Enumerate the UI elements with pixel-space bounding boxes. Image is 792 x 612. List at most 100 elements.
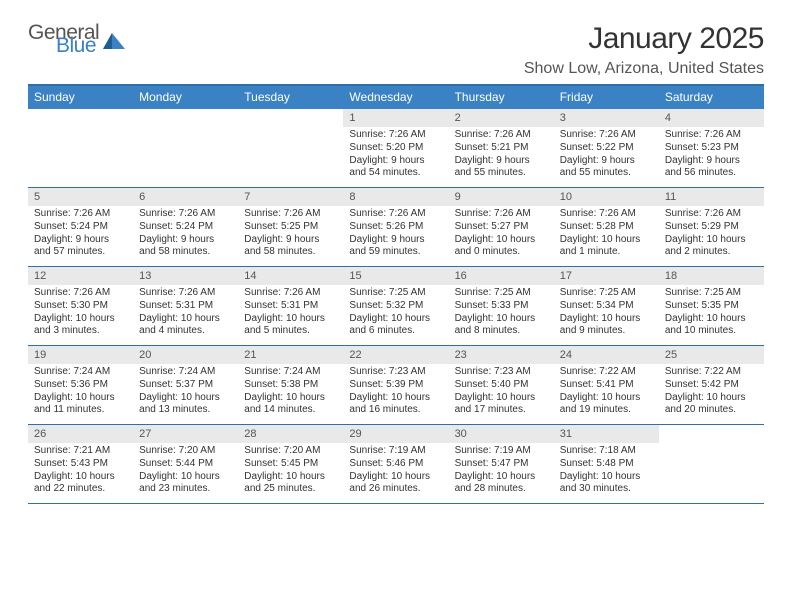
sunrise-text: Sunrise: 7:26 AM — [455, 208, 550, 221]
week-row: 19 Sunrise: 7:24 AMSunset: 5:36 PM Dayligh… — [28, 346, 764, 425]
weekday-thursday: Thursday — [449, 86, 554, 109]
sunrise-text: Sunrise: 7:19 AM — [455, 445, 550, 458]
sunset-text: Sunset: 5:45 PM — [244, 458, 339, 471]
sunset-text: Sunset: 5:35 PM — [665, 300, 760, 313]
week-row: 12Sunrise: 7:26 AMSunset: 5:30 PMDayligh… — [28, 267, 764, 346]
day-cell: 8Sunrise: 7:26 AMSunset: 5:26 PMDaylight… — [343, 188, 448, 266]
day-cell: 22Sunrise: 7:23 AMSunset: 5:39 PMDayligh… — [343, 346, 448, 424]
day-cell: 30Sunrise: 7:19 AMSunset: 5:47 PMDayligh… — [449, 425, 554, 503]
daylight-text: and 55 minutes. — [560, 167, 655, 180]
sunrise-text: Sunrise: 7:20 AM — [139, 445, 234, 458]
sunset-text: Sunset: 5:43 PM — [34, 458, 129, 471]
daylight-text: Daylight: 10 hours — [244, 392, 339, 405]
daylight-text: and 2 minutes. — [665, 246, 760, 259]
sunrise-text: Sunrise: 7:25 AM — [665, 287, 760, 300]
daylight-text: Daylight: 9 hours — [560, 155, 655, 168]
sunrise-text: Sunrise: 7:25 AM — [349, 287, 444, 300]
day-cell: 29Sunrise: 7:19 AMSunset: 5:46 PMDayligh… — [343, 425, 448, 503]
sunset-text: Sunset: 5:27 PM — [455, 221, 550, 234]
day-number: 14 — [238, 267, 343, 285]
day-body: Sunrise: 7:26 AMSunset: 5:24 PMDaylight:… — [133, 207, 238, 261]
weekday-monday: Monday — [133, 86, 238, 109]
daylight-text: and 9 minutes. — [560, 325, 655, 338]
sunset-text: Sunset: 5:42 PM — [665, 379, 760, 392]
daylight-text: and 5 minutes. — [244, 325, 339, 338]
sunset-text: Sunset: 5:46 PM — [349, 458, 444, 471]
day-cell — [28, 109, 133, 187]
weekday-wednesday: Wednesday — [343, 86, 448, 109]
daylight-text: Daylight: 9 hours — [34, 234, 129, 247]
daylight-text: Daylight: 9 hours — [349, 155, 444, 168]
daylight-text: Daylight: 10 hours — [34, 471, 129, 484]
day-number: 3 — [554, 109, 659, 127]
day-cell: 24Sunrise: 7:22 AMSunset: 5:41 PMDayligh… — [554, 346, 659, 424]
daylight-text: Daylight: 10 hours — [139, 313, 234, 326]
sunrise-text: Sunrise: 7:23 AM — [455, 366, 550, 379]
daylight-text: Daylight: 10 hours — [244, 471, 339, 484]
daylight-text: and 3 minutes. — [34, 325, 129, 338]
weeks-container: 1Sunrise: 7:26 AMSunset: 5:20 PMDaylight… — [28, 109, 764, 504]
day-cell: 25Sunrise: 7:22 AMSunset: 5:42 PMDayligh… — [659, 346, 764, 424]
day-number: 20 — [133, 346, 238, 364]
day-cell: 14Sunrise: 7:26 AMSunset: 5:31 PMDayligh… — [238, 267, 343, 345]
daylight-text: and 8 minutes. — [455, 325, 550, 338]
daylight-text: Daylight: 9 hours — [665, 155, 760, 168]
daylight-text: and 25 minutes. — [244, 483, 339, 496]
day-number: 28 — [238, 425, 343, 443]
daylight-text: and 58 minutes. — [139, 246, 234, 259]
day-cell: 5Sunrise: 7:26 AMSunset: 5:24 PMDaylight… — [28, 188, 133, 266]
sunset-text: Sunset: 5:21 PM — [455, 142, 550, 155]
sunrise-text: Sunrise: 7:26 AM — [34, 208, 129, 221]
daylight-text: Daylight: 9 hours — [455, 155, 550, 168]
day-number: 15 — [343, 267, 448, 285]
daylight-text: and 17 minutes. — [455, 404, 550, 417]
day-cell: 19Sunrise: 7:24 AMSunset: 5:36 PMDayligh… — [28, 346, 133, 424]
sunset-text: Sunset: 5:29 PM — [665, 221, 760, 234]
daylight-text: and 28 minutes. — [455, 483, 550, 496]
day-body: Sunrise: 7:26 AMSunset: 5:29 PMDaylight:… — [659, 207, 764, 261]
daylight-text: Daylight: 10 hours — [455, 392, 550, 405]
day-body: Sunrise: 7:21 AMSunset: 5:43 PMDaylight:… — [28, 444, 133, 498]
day-number: 26 — [28, 425, 133, 443]
sunrise-text: Sunrise: 7:26 AM — [560, 129, 655, 142]
sunset-text: Sunset: 5:39 PM — [349, 379, 444, 392]
sunrise-text: Sunrise: 7:26 AM — [244, 287, 339, 300]
sunrise-text: Sunrise: 7:26 AM — [349, 129, 444, 142]
day-cell: 1Sunrise: 7:26 AMSunset: 5:20 PMDaylight… — [343, 109, 448, 187]
day-number: 30 — [449, 425, 554, 443]
day-number: 18 — [659, 267, 764, 285]
day-number: 22 — [343, 346, 448, 364]
weekday-tuesday: Tuesday — [238, 86, 343, 109]
sunrise-text: Sunrise: 7:24 AM — [34, 366, 129, 379]
day-cell: 31Sunrise: 7:18 AMSunset: 5:48 PMDayligh… — [554, 425, 659, 503]
sunrise-text: Sunrise: 7:22 AM — [560, 366, 655, 379]
daylight-text: Daylight: 10 hours — [244, 313, 339, 326]
day-body: Sunrise: 7:20 AMSunset: 5:44 PMDaylight:… — [133, 444, 238, 498]
day-number: 19 — [28, 346, 133, 364]
day-cell: 17Sunrise: 7:25 AMSunset: 5:34 PMDayligh… — [554, 267, 659, 345]
logo-icon — [103, 31, 125, 51]
day-cell: 10Sunrise: 7:26 AMSunset: 5:28 PMDayligh… — [554, 188, 659, 266]
day-cell: 16Sunrise: 7:25 AMSunset: 5:33 PMDayligh… — [449, 267, 554, 345]
sunset-text: Sunset: 5:38 PM — [244, 379, 339, 392]
daylight-text: Daylight: 10 hours — [560, 392, 655, 405]
day-number: 16 — [449, 267, 554, 285]
sunset-text: Sunset: 5:22 PM — [560, 142, 655, 155]
sunset-text: Sunset: 5:36 PM — [34, 379, 129, 392]
header: General Blue January 2025 Show Low, Ariz… — [28, 22, 764, 78]
day-number: 7 — [238, 188, 343, 206]
day-body: Sunrise: 7:26 AMSunset: 5:31 PMDaylight:… — [133, 286, 238, 340]
day-body: Sunrise: 7:20 AMSunset: 5:45 PMDaylight:… — [238, 444, 343, 498]
sunrise-text: Sunrise: 7:25 AM — [560, 287, 655, 300]
sunrise-text: Sunrise: 7:26 AM — [665, 208, 760, 221]
daylight-text: and 16 minutes. — [349, 404, 444, 417]
sunrise-text: Sunrise: 7:20 AM — [244, 445, 339, 458]
day-number: 4 — [659, 109, 764, 127]
daylight-text: and 26 minutes. — [349, 483, 444, 496]
day-body — [133, 128, 238, 131]
day-number: 13 — [133, 267, 238, 285]
day-number: 8 — [343, 188, 448, 206]
sunset-text: Sunset: 5:24 PM — [139, 221, 234, 234]
sunrise-text: Sunrise: 7:21 AM — [34, 445, 129, 458]
day-body: Sunrise: 7:26 AMSunset: 5:27 PMDaylight:… — [449, 207, 554, 261]
